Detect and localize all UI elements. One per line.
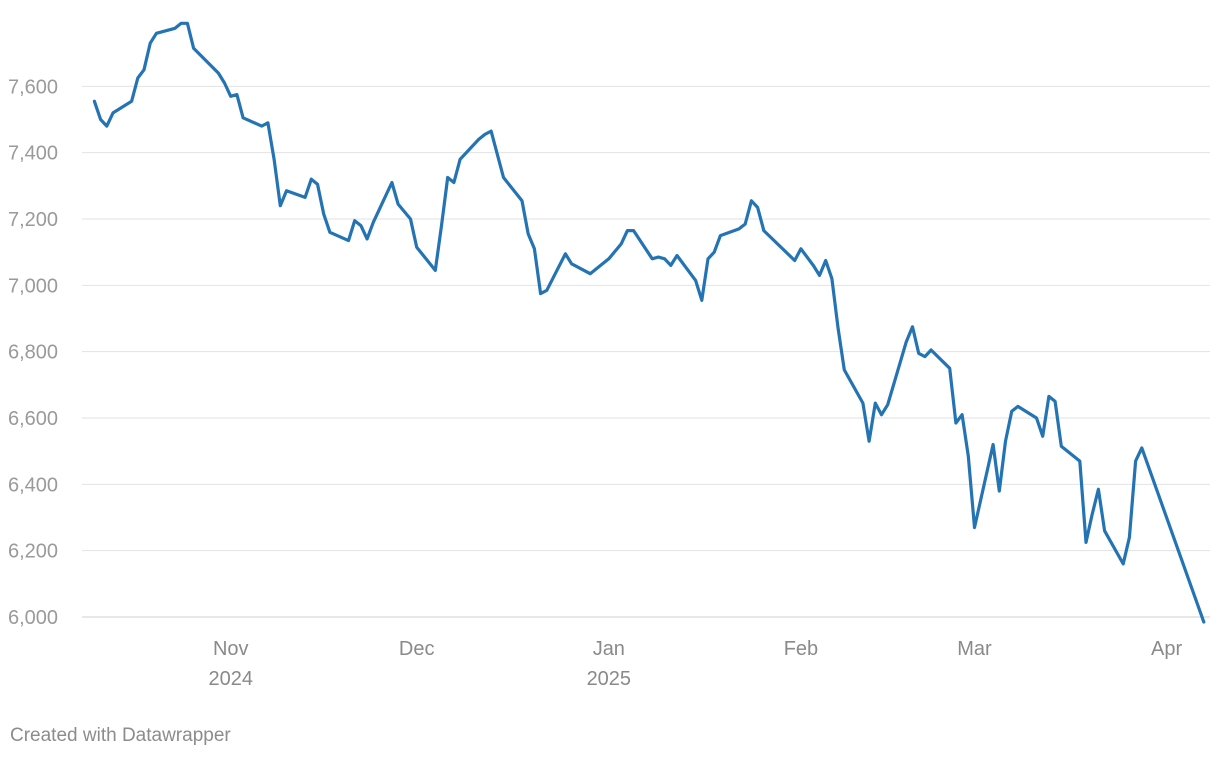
y-tick-label: 6,200: [8, 541, 58, 563]
x-tick-label: Apr: [1151, 638, 1182, 660]
gridlines: [82, 85, 1210, 618]
line-chart: 6,000 6,200 6,400 6,600 6,800 7,000 7,200 7,400…: [8, 21, 1210, 690]
x-tick-label: Nov: [213, 638, 249, 660]
y-tick-label: 6,400: [8, 474, 58, 496]
y-tick-label: 7,600: [8, 76, 58, 98]
x-tick-label: Mar: [957, 638, 992, 660]
x-tick-label: Jan: [593, 638, 625, 660]
x-tick-label: Dec: [399, 638, 435, 660]
x-tick-label: Feb: [784, 638, 818, 660]
series-line-0: [92, 21, 1206, 624]
x-axis-labels: Nov 2024 Dec Jan 2025 Feb Mar Apr: [208, 638, 1182, 690]
y-axis-labels: 6,000 6,200 6,400 6,600 6,800 7,000 7,200 7,400…: [8, 76, 58, 629]
x-tick-sublabel: 2025: [587, 668, 632, 690]
y-tick-label: 7,400: [8, 143, 58, 165]
series-layer: [92, 21, 1206, 624]
y-tick-label: 7,200: [8, 209, 58, 231]
y-tick-label: 7,000: [8, 275, 58, 297]
x-tick-sublabel: 2024: [208, 668, 253, 690]
y-tick-label: 6,000: [8, 607, 58, 629]
y-tick-label: 6,600: [8, 408, 58, 430]
y-tick-label: 6,800: [8, 342, 58, 364]
credit-text: Created with Datawrapper: [10, 725, 231, 746]
